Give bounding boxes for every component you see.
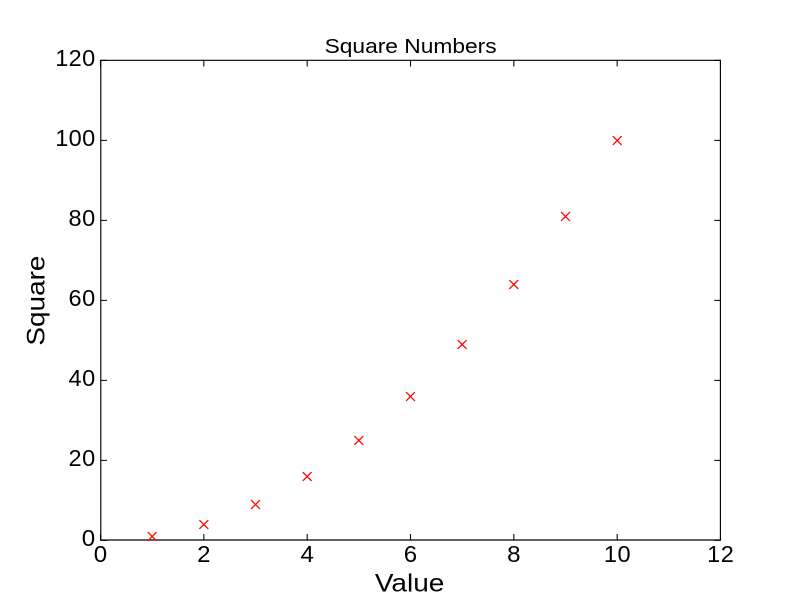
svg-text:0: 0 [94, 541, 107, 567]
svg-text:2: 2 [197, 541, 210, 567]
svg-text:100: 100 [55, 125, 95, 151]
svg-text:0: 0 [82, 525, 95, 551]
svg-text:12: 12 [707, 541, 734, 567]
svg-text:6: 6 [404, 541, 417, 567]
svg-text:4: 4 [300, 541, 313, 567]
svg-text:40: 40 [69, 365, 96, 391]
svg-text:Square Numbers: Square Numbers [325, 36, 497, 58]
svg-text:Square: Square [22, 256, 50, 346]
svg-text:20: 20 [69, 445, 96, 471]
svg-text:120: 120 [55, 45, 95, 71]
svg-text:Value: Value [375, 570, 445, 598]
svg-text:80: 80 [69, 205, 96, 231]
svg-text:8: 8 [507, 541, 520, 567]
svg-text:60: 60 [69, 285, 96, 311]
svg-text:10: 10 [604, 541, 631, 567]
